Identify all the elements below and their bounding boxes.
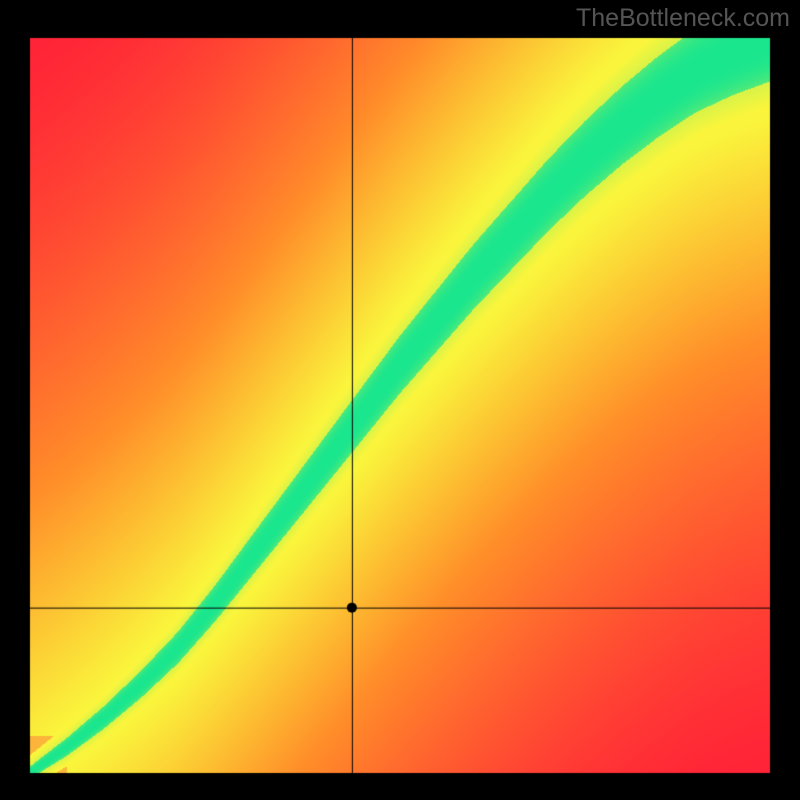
watermark-text: TheBottleneck.com: [576, 4, 790, 33]
chart-container: TheBottleneck.com: [0, 0, 800, 800]
heatmap-canvas: [0, 0, 800, 800]
